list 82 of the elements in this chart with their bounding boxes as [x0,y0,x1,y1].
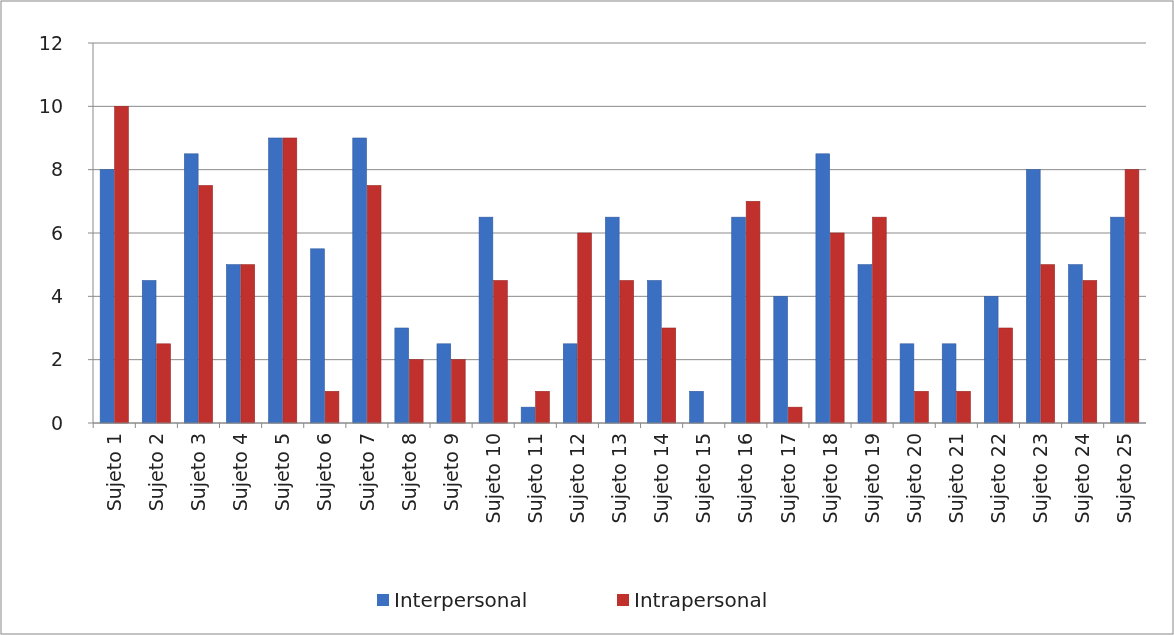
bar [198,185,213,424]
bar [661,327,677,424]
x-tick-label: Sujeto 2 [145,433,168,512]
bar [899,343,915,424]
bar [1040,264,1055,424]
bar [941,343,957,424]
bar [773,296,788,424]
bar [731,216,746,424]
x-tick-label: Sujeto 14 [650,433,673,524]
y-tick-label: 2 [50,348,63,371]
bar [436,343,452,424]
bar [956,391,971,424]
x-tick-label: Sujeto 22 [987,433,1010,524]
bar [577,232,592,424]
x-tick-label: Sujeto 19 [860,433,883,524]
bar [156,343,171,424]
bar [830,232,845,424]
x-tick-label: Sujeto 23 [1029,433,1052,524]
bar [857,264,873,424]
legend-label: Interpersonal [394,588,528,612]
bar [619,280,634,424]
x-tick-label: Sujeto 5 [271,433,294,512]
bar [99,169,115,424]
y-tick-label: 8 [50,158,63,181]
bar [141,280,157,424]
bar [240,264,255,424]
x-tick-label: Sujeto 12 [566,433,589,524]
bar [394,327,409,424]
bar [1110,216,1125,424]
bar [493,280,508,424]
bar [689,391,704,424]
x-tick-label: Sujeto 3 [187,433,210,512]
bar [914,391,929,424]
x-tick-label: Sujeto 13 [608,433,631,524]
bar [998,327,1013,424]
bar [226,264,241,424]
bar [872,216,887,424]
x-tick-label: Sujeto 4 [229,433,252,512]
x-tick-label: Sujeto 17 [776,433,799,524]
bar [282,137,298,424]
bar [352,137,367,424]
bar [787,406,803,424]
bar [184,153,199,424]
y-tick-label: 10 [38,94,63,117]
x-tick-label: Sujeto 18 [818,433,841,524]
bar [366,185,382,424]
x-tick-label: Sujeto 11 [523,433,546,524]
bar [409,359,424,424]
bar [478,216,494,424]
x-tick-label: Sujeto 7 [355,433,378,512]
bar [1082,280,1098,424]
bar [745,201,761,424]
y-tick-label: 12 [38,31,63,54]
x-tick-label: Sujeto 21 [944,433,967,524]
x-tick-label: Sujeto 10 [481,433,504,524]
y-tick-label: 0 [50,411,63,434]
bar [815,153,830,424]
y-tick-label: 6 [50,221,63,244]
bar [535,391,550,424]
bar [562,343,578,424]
x-tick-label: Sujeto 6 [313,433,336,512]
x-tick-label: Sujeto 9 [439,433,462,512]
x-tick-label: Sujeto 25 [1113,433,1136,524]
x-tick-label: Sujeto 8 [397,433,420,512]
bar [268,137,283,424]
x-tick-label: Sujeto 16 [734,433,757,524]
bar [1124,169,1140,424]
bar [647,280,662,424]
legend-label: Intrapersonal [634,588,768,612]
bar [310,248,325,424]
x-tick-label: Sujeto 24 [1071,433,1094,524]
bar [605,216,620,424]
bar [1026,169,1041,424]
bar [114,106,129,424]
bar [1068,264,1083,424]
bar [984,296,999,424]
bar [324,391,340,424]
x-tick-label: Sujeto 1 [102,433,125,512]
x-tick-label: Sujeto 20 [902,433,925,524]
x-tick-label: Sujeto 15 [692,433,715,524]
y-tick-label: 4 [50,284,63,307]
bar [451,359,466,424]
